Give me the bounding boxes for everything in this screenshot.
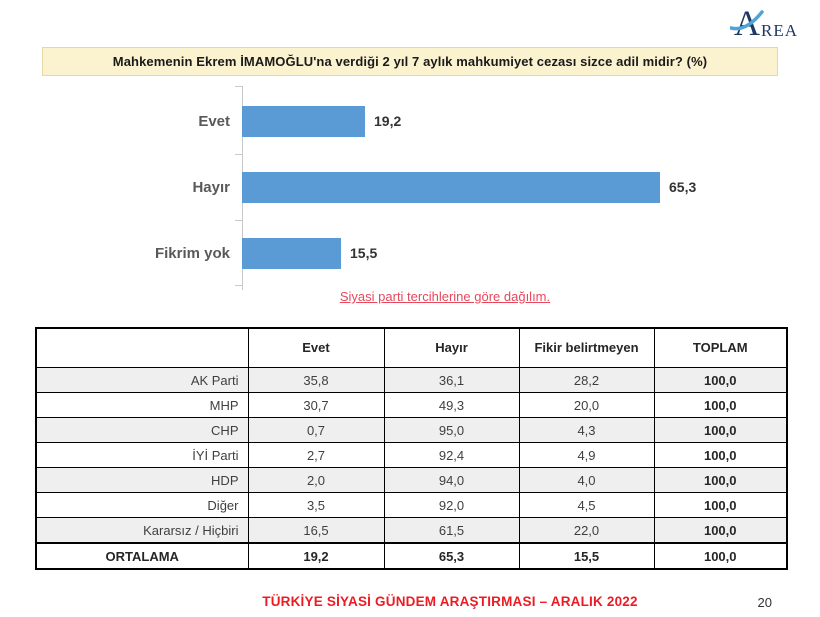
table-row: Diğer 3,5 92,0 4,5 100,0	[35, 492, 788, 518]
data-cell: 19,2	[247, 542, 385, 570]
axis-tick	[235, 154, 242, 155]
bar-chart-rows: Evet 19,2 Hayır 65,3 Fikrim yok 15,5	[35, 86, 795, 290]
bar-category-label: Evet	[198, 112, 230, 130]
data-cell: 28,2	[518, 367, 655, 393]
row-label-cell: MHP	[35, 392, 249, 418]
header-cell-hayir: Hayır	[383, 327, 520, 368]
data-cell: 4,9	[518, 442, 655, 468]
axis-tick	[235, 285, 242, 286]
data-cell: 0,7	[247, 417, 385, 443]
data-cell: 100,0	[653, 517, 788, 544]
data-cell: 100,0	[653, 442, 788, 468]
row-label-cell: Kararsız / Hiçbiri	[35, 517, 249, 544]
header-cell-evet: Evet	[247, 327, 385, 368]
data-cell: 22,0	[518, 517, 655, 544]
table-row: AK Parti 35,8 36,1 28,2 100,0	[35, 367, 788, 393]
bar-row: Hayır 65,3	[35, 154, 795, 220]
table-header-row: Evet Hayır Fikir belirtmeyen TOPLAM	[35, 327, 788, 368]
data-cell: 15,5	[518, 542, 655, 570]
data-cell: 30,7	[247, 392, 385, 418]
data-cell: 3,5	[247, 492, 385, 518]
data-cell: 2,0	[247, 467, 385, 493]
data-cell: 61,5	[383, 517, 520, 544]
data-cell: 95,0	[383, 417, 520, 443]
page-number: 20	[757, 595, 772, 610]
data-cell: 4,3	[518, 417, 655, 443]
axis-tick	[235, 220, 242, 221]
data-cell: 100,0	[653, 367, 788, 393]
row-label-cell: İYİ Parti	[35, 442, 249, 468]
data-cell: 49,3	[383, 392, 520, 418]
bar-area: 19,2	[242, 88, 795, 154]
bar-category-label: Fikrim yok	[154, 244, 230, 262]
bar	[242, 171, 660, 203]
question-title-bar: Mahkemenin Ekrem İMAMOĞLU'na verdiği 2 y…	[42, 47, 778, 76]
data-cell: 2,7	[247, 442, 385, 468]
data-cell: 16,5	[247, 517, 385, 544]
row-label-cell: ORTALAMA	[35, 542, 249, 570]
party-breakdown-table: Evet Hayır Fikir belirtmeyen TOPLAM AK P…	[35, 327, 788, 570]
data-cell: 100,0	[653, 467, 788, 493]
bar-value-label: 65,3	[669, 179, 697, 195]
footer-title: TÜRKİYE SİYASİ GÜNDEM ARAŞTIRMASI – ARAL…	[262, 594, 638, 609]
data-cell: 100,0	[653, 542, 788, 570]
axis-tick	[235, 86, 242, 87]
data-cell: 36,1	[383, 367, 520, 393]
header-cell-fikir-belirtmeyen: Fikir belirtmeyen	[518, 327, 655, 368]
data-cell: 65,3	[383, 542, 520, 570]
header-cell-empty	[35, 327, 249, 368]
bar-row: Evet 19,2	[35, 88, 795, 154]
table-row: HDP 2,0 94,0 4,0 100,0	[35, 467, 788, 493]
bar-chart: Evet 19,2 Hayır 65,3 Fikrim yok 15,5	[35, 86, 795, 290]
data-cell: 4,0	[518, 467, 655, 493]
row-label-cell: AK Parti	[35, 367, 249, 393]
data-cell: 20,0	[518, 392, 655, 418]
bar-row: Fikrim yok 15,5	[35, 220, 795, 286]
table-row: Kararsız / Hiçbiri 16,5 61,5 22,0 100,0	[35, 517, 788, 544]
data-cell: 94,0	[383, 467, 520, 493]
question-title: Mahkemenin Ekrem İMAMOĞLU'na verdiği 2 y…	[112, 54, 708, 69]
bar	[242, 237, 341, 269]
data-cell: 100,0	[653, 417, 788, 443]
chart-subtitle: Siyasi parti tercihlerine göre dağılım.	[339, 289, 551, 304]
bar-value-label: 15,5	[350, 245, 378, 261]
logo-text: REA	[761, 21, 798, 40]
row-label-cell: CHP	[35, 417, 249, 443]
row-label-cell: HDP	[35, 467, 249, 493]
table-row: MHP 30,7 49,3 20,0 100,0	[35, 392, 788, 418]
bar-area: 15,5	[242, 220, 795, 286]
table-body: AK Parti 35,8 36,1 28,2 100,0 MHP 30,7 49,3 20,0…	[35, 367, 788, 570]
bar-category-label: Hayır	[192, 178, 230, 196]
data-cell: 35,8	[247, 367, 385, 393]
header-cell-toplam: TOPLAM	[653, 327, 788, 368]
data-cell: 92,4	[383, 442, 520, 468]
table-row: ORTALAMA 19,2 65,3 15,5 100,0	[35, 542, 788, 570]
data-cell: 4,5	[518, 492, 655, 518]
bar-value-label: 19,2	[374, 113, 402, 129]
bar-area: 65,3	[242, 154, 795, 220]
bar	[242, 105, 365, 137]
data-cell: 100,0	[653, 392, 788, 418]
logo-letter-a: A	[730, 5, 764, 41]
data-cell: 92,0	[383, 492, 520, 518]
data-cell: 100,0	[653, 492, 788, 518]
table-row: İYİ Parti 2,7 92,4 4,9 100,0	[35, 442, 788, 468]
row-label-cell: Diğer	[35, 492, 249, 518]
table-row: CHP 0,7 95,0 4,3 100,0	[35, 417, 788, 443]
area-logo: A REA	[730, 5, 798, 41]
